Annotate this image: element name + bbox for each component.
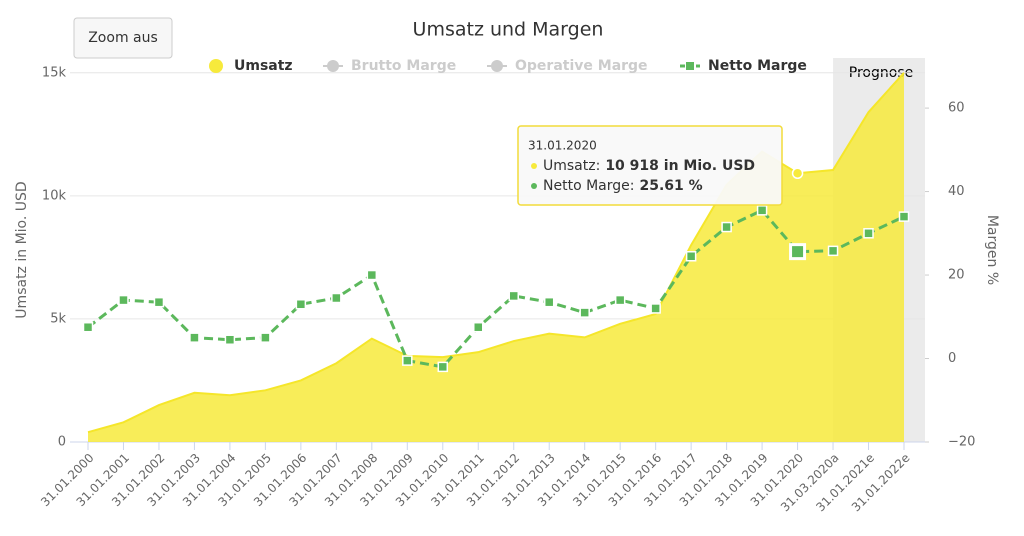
margin-point (366, 269, 378, 281)
margin-point (579, 307, 590, 318)
tooltip-value: 10 918 in Mio. USD (605, 158, 755, 174)
margin-point (650, 303, 661, 314)
margin-point (508, 290, 519, 302)
tooltip-label: Umsatz: (543, 158, 600, 174)
tooltip-line: Umsatz: 10 918 in Mio. USD (543, 158, 755, 174)
margin-point (789, 243, 807, 261)
y2-tick-label: 20 (948, 268, 965, 283)
tooltip-box (517, 125, 783, 206)
legend-label: Umsatz (234, 58, 293, 74)
y-axis-title: Umsatz in Mio. USD (14, 181, 30, 318)
margin-point (614, 294, 626, 306)
y2-tick-label: 40 (948, 184, 965, 199)
margin-point (189, 332, 200, 343)
margin-point (685, 251, 697, 262)
y2-tick-label: 0 (948, 351, 956, 366)
margin-point (402, 355, 413, 366)
tooltip-label: Netto Marge: (543, 178, 634, 194)
margin-point (437, 361, 449, 373)
legend-label: Netto Marge (708, 58, 807, 74)
legend-symbol (686, 62, 694, 70)
y2-tick-label: −20 (948, 435, 975, 450)
margin-point (721, 221, 732, 233)
legend-symbol (209, 59, 223, 73)
y-tick-label: 10k (42, 188, 67, 203)
margin-point (118, 294, 129, 306)
legend-symbol (327, 60, 339, 72)
margin-point (260, 332, 271, 343)
zoom-button[interactable] (73, 17, 173, 59)
area-fill (88, 72, 904, 443)
tooltip-dot (531, 163, 537, 169)
y-tick-label: 15k (42, 65, 67, 80)
margin-point (543, 296, 555, 308)
margin-point (331, 292, 342, 304)
hover-point (791, 167, 804, 179)
legend-symbol (491, 60, 503, 72)
y-tick-label: 0 (58, 435, 66, 450)
tooltip-line: Netto Marge: 25.61 % (543, 178, 703, 194)
tooltip-dot (531, 183, 537, 189)
y-tick-label: 5k (50, 311, 66, 326)
chart-title: Umsatz und Margen (413, 19, 604, 41)
margin-point (82, 321, 94, 333)
margin-point (473, 321, 484, 333)
tooltip: 31.01.2020 Umsatz: 10 918 in Mio. USD Netto… (517, 125, 783, 206)
margin-point (224, 334, 236, 345)
margin-point (153, 296, 165, 308)
tooltip-title: 31.01.2020 (528, 139, 597, 153)
margin-point (827, 245, 839, 257)
zoom-button-label[interactable]: Zoom aus (88, 30, 158, 46)
margin-point (898, 211, 910, 222)
margin-point (863, 228, 874, 239)
margin-point (295, 299, 307, 310)
legend-label: Brutto Marge (351, 58, 456, 74)
y2-tick-label: 60 (948, 101, 965, 116)
y2-axis-title: Margen % (984, 215, 1000, 285)
legend-label: Operative Marge (515, 58, 648, 74)
tooltip-value: 25.61 % (639, 178, 702, 194)
margin-point (756, 205, 768, 216)
margin-line (87, 208, 905, 369)
